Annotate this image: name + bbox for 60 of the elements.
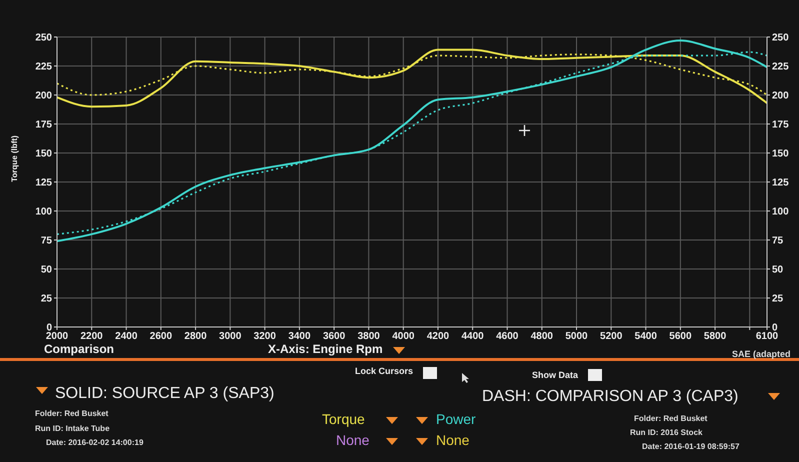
x-tick-label: 4400 <box>461 331 484 342</box>
text: None <box>436 432 470 448</box>
x-tick-label: 2400 <box>115 331 138 342</box>
text: Show Data <box>532 370 578 380</box>
text: Torque <box>322 411 365 427</box>
x-tick-label: 2600 <box>150 331 172 342</box>
x-tick-label: 5600 <box>669 331 692 342</box>
text: Date: 2016-01-19 08:59:57 <box>642 442 740 451</box>
line-series <box>57 48 767 108</box>
x-axis-title: X-Axis: Engine Rpm <box>268 342 383 356</box>
y2-tick-label: 50 <box>772 264 784 276</box>
x-tick-label: 4800 <box>530 331 554 342</box>
y2-tick-label: 25 <box>772 294 784 305</box>
y2-tick-label: 75 <box>772 236 784 247</box>
y-tick-label: 250 <box>35 32 52 44</box>
y2-tick-label: 150 <box>772 148 790 160</box>
text: Power <box>436 411 476 427</box>
x-tick-label: 3000 <box>219 331 242 342</box>
y-tick-label: 200 <box>35 90 52 102</box>
y2-tick-label: 250 <box>772 32 790 44</box>
x-tick-label: 4600 <box>496 331 519 342</box>
x-tick-label: 4200 <box>426 331 450 342</box>
x-tick-label: 2200 <box>80 331 104 342</box>
x-tick-label: 3400 <box>288 331 311 342</box>
x-tick-label: 5400 <box>634 331 658 342</box>
y-tick-label: 50 <box>40 264 52 276</box>
y2-tick-label: 200 <box>772 90 790 102</box>
text: Run ID: Intake Tube <box>35 424 110 433</box>
text: Lock Cursors <box>355 366 414 376</box>
text: DASH: COMPARISON AP 3 (CAP3) <box>482 388 738 406</box>
x-tick-label: 2000 <box>46 331 69 342</box>
y2-tick-label: 175 <box>772 120 790 131</box>
text: Folder: Red Busket <box>35 409 108 418</box>
y2-tick-label: 125 <box>772 178 790 189</box>
x-tick-label: 5800 <box>704 331 727 342</box>
y-tick-label: 125 <box>35 178 52 189</box>
y-tick-label: 25 <box>40 294 52 305</box>
text: Run ID: 2016 Stock <box>630 428 702 437</box>
x-tick-label: 6100 <box>756 331 779 342</box>
y-tick-label: 100 <box>35 206 52 218</box>
text: Comparison <box>44 342 114 356</box>
text: Folder: Red Busket <box>634 414 708 423</box>
text: SAE (adapted <box>732 349 791 359</box>
text: None <box>336 432 370 448</box>
x-tick-label: 5000 <box>565 331 588 342</box>
y2-tick-label: 100 <box>772 206 790 218</box>
y-tick-label: 75 <box>40 236 52 247</box>
y-tick-label: 150 <box>35 148 52 160</box>
y-axis-title: Torque (lbft) <box>10 135 19 182</box>
x-tick-label: 5200 <box>600 331 623 342</box>
text: Date: 2016-02-02 14:00:19 <box>46 438 144 447</box>
x-tick-label: 3800 <box>358 331 380 342</box>
y-tick-label: 175 <box>35 120 52 131</box>
x-tick-label: 3200 <box>254 331 276 342</box>
x-tick-label: 4000 <box>392 331 415 342</box>
x-tick-label: 2800 <box>184 331 208 342</box>
text: SOLID: SOURCE AP 3 (SAP3) <box>55 385 274 403</box>
y2-tick-label: 225 <box>772 62 790 73</box>
y-tick-label: 225 <box>35 62 52 73</box>
x-tick-label: 3600 <box>322 331 346 342</box>
